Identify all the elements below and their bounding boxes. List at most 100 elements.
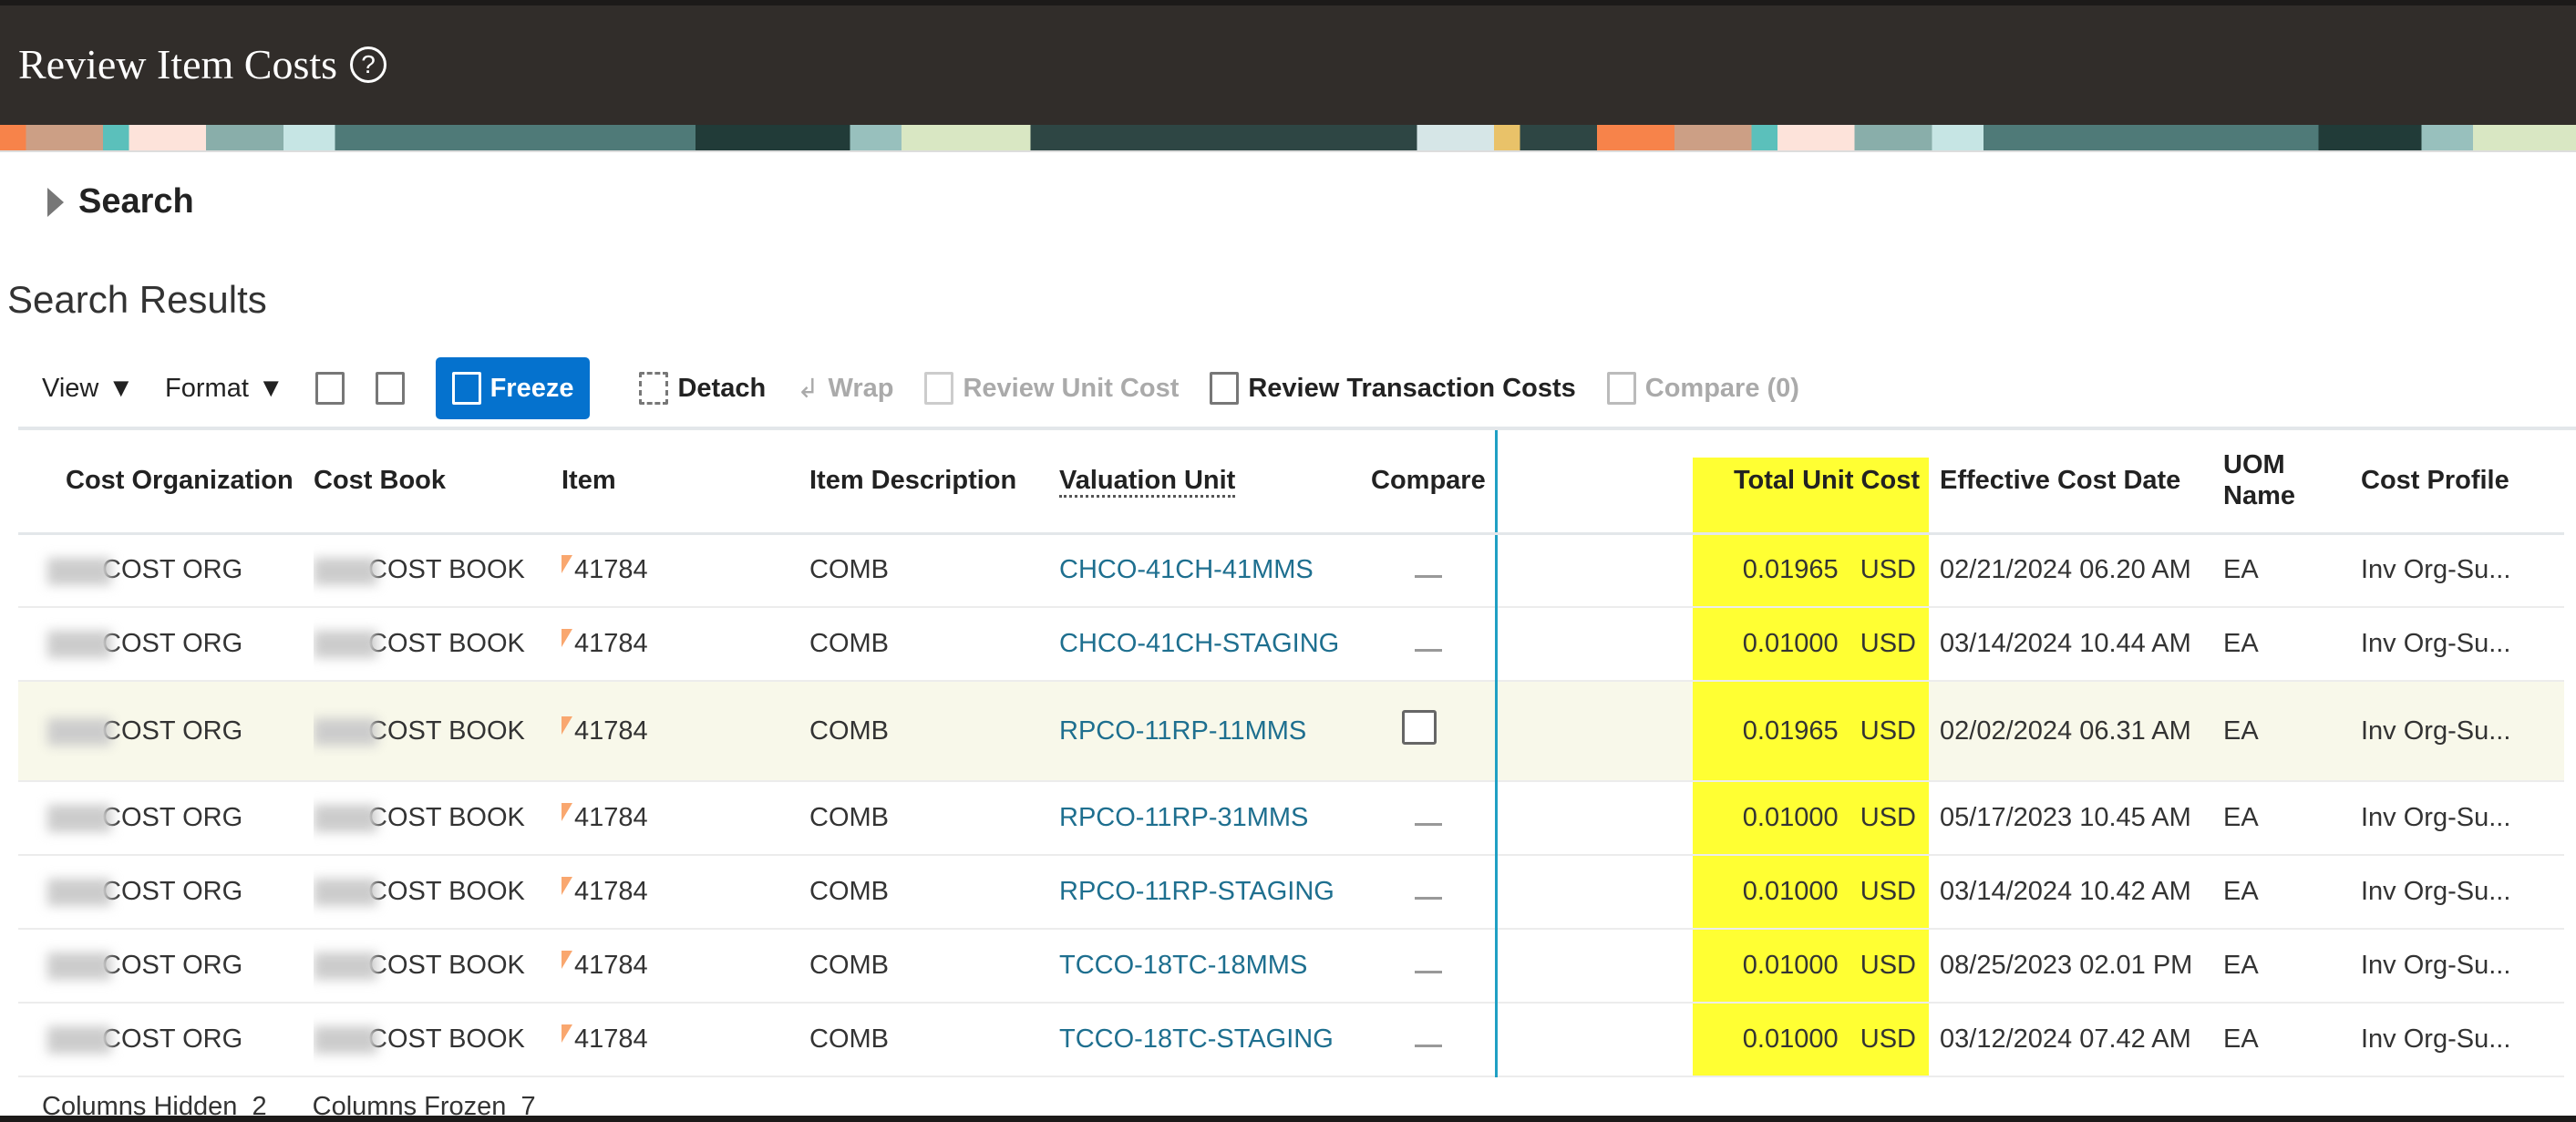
col-valuation-unit[interactable]: Valuation Unit: [1059, 430, 1371, 535]
valuation-unit-link[interactable]: RPCO-11RP-STAGING: [1059, 855, 1371, 930]
redacted-text: [314, 952, 377, 981]
table-row[interactable]: COST ORG COST BOOK 41784 COMB RPCO-11RP-31MM…: [18, 781, 2564, 856]
valuation-unit-link[interactable]: CHCO-41CH-41MMS: [1059, 533, 1371, 608]
review-unit-cost-icon: [924, 372, 954, 405]
table-row[interactable]: COST ORG COST BOOK 41784 COMB RPCO-11RP-STAG…: [18, 855, 2564, 930]
cell-compare: [1371, 929, 1498, 1004]
dropdown-arrow-icon: ▼: [108, 373, 135, 403]
detach-icon: [639, 372, 669, 405]
cell-cost-org: COST ORG: [18, 681, 314, 782]
compare-icon: [1606, 372, 1636, 405]
view-menu[interactable]: View ▼: [42, 373, 135, 403]
compare-unavailable-dash: [1415, 897, 1442, 900]
col-item[interactable]: Item: [562, 430, 809, 535]
bottom-bar: [0, 1116, 2576, 1122]
col-uom-name[interactable]: UOM Name: [2223, 430, 2361, 535]
cell-spacer: [1496, 1003, 1693, 1077]
valuation-unit-link[interactable]: CHCO-41CH-STAGING: [1059, 607, 1371, 682]
flag-indicator-icon: [562, 951, 572, 969]
cell-effective-cost-date: 05/17/2023 10.45 AM: [1929, 781, 2223, 856]
cell-compare: [1371, 1003, 1498, 1077]
cell-effective-cost-date: 08/25/2023 02.01 PM: [1929, 929, 2223, 1004]
cell-item-description: COMB: [809, 781, 1059, 856]
cell-spacer: [1496, 681, 1693, 782]
cell-item: 41784: [562, 681, 809, 782]
help-icon[interactable]: ?: [350, 46, 387, 83]
cell-cost-profile: Inv Org-Su...: [2361, 533, 2564, 608]
cell-compare: [1371, 855, 1498, 930]
col-cost-organization[interactable]: Cost Organization: [18, 430, 314, 535]
col-compare[interactable]: Compare: [1371, 430, 1498, 535]
cell-uom: EA: [2223, 781, 2361, 856]
cell-cost-book: COST BOOK: [314, 929, 562, 1004]
compare-unavailable-dash: [1415, 1045, 1442, 1047]
cell-spacer: [1496, 607, 1693, 682]
query-by-example-button[interactable]: [375, 372, 405, 405]
cell-total-unit-cost: 0.01000 USD: [1693, 1003, 1929, 1077]
redacted-text: [47, 879, 111, 907]
export-table-button[interactable]: [314, 372, 345, 405]
compare-checkbox[interactable]: [1402, 710, 1437, 745]
cell-cost-book: COST BOOK: [314, 781, 562, 856]
detach-button[interactable]: Detach: [639, 372, 766, 405]
format-menu[interactable]: Format ▼: [165, 373, 284, 403]
cell-compare: [1371, 781, 1498, 856]
table-row[interactable]: COST ORG COST BOOK 41784 COMB RPCO-11RP-11MM…: [18, 681, 2564, 782]
cell-effective-cost-date: 02/21/2024 06.20 AM: [1929, 533, 2223, 608]
cell-cost-org: COST ORG: [18, 781, 314, 856]
valuation-unit-link[interactable]: RPCO-11RP-31MMS: [1059, 781, 1371, 856]
col-cost-book[interactable]: Cost Book: [314, 430, 562, 535]
cell-cost-org: COST ORG: [18, 607, 314, 682]
cell-effective-cost-date: 02/02/2024 06.31 AM: [1929, 681, 2223, 782]
cell-item-description: COMB: [809, 607, 1059, 682]
compare-unavailable-dash: [1415, 823, 1442, 826]
table-row[interactable]: COST ORG COST BOOK 41784 COMB TCCO-18TC-18MM…: [18, 929, 2564, 1004]
cell-total-unit-cost: 0.01965 USD: [1693, 681, 1929, 782]
redacted-text: [47, 717, 111, 746]
col-total-unit-cost[interactable]: Total Unit Cost: [1693, 430, 1929, 535]
redacted-text: [314, 805, 377, 833]
cell-effective-cost-date: 03/14/2024 10.44 AM: [1929, 607, 2223, 682]
page-title: Review Item Costs ?: [18, 40, 387, 88]
results-table: Cost Organization Cost Book Item Item De…: [18, 427, 2576, 1077]
cell-cost-book: COST BOOK: [314, 855, 562, 930]
cell-cost-org: COST ORG: [18, 1003, 314, 1077]
flag-indicator-icon: [562, 555, 572, 574]
valuation-unit-link[interactable]: TCCO-18TC-STAGING: [1059, 1003, 1371, 1077]
table-row[interactable]: COST ORG COST BOOK 41784 COMB CHCO-41CH-STAG…: [18, 607, 2564, 682]
table-row[interactable]: COST ORG COST BOOK 41784 COMB TCCO-18TC-STAG…: [18, 1003, 2564, 1077]
cell-item: 41784: [562, 781, 809, 856]
cell-total-unit-cost: 0.01000 USD: [1693, 855, 1929, 930]
cell-cost-profile: Inv Org-Su...: [2361, 855, 2564, 930]
review-unit-cost-button[interactable]: Review Unit Cost: [924, 372, 1179, 405]
cell-item: 41784: [562, 929, 809, 1004]
valuation-unit-link[interactable]: RPCO-11RP-11MMS: [1059, 681, 1371, 782]
cell-item-description: COMB: [809, 533, 1059, 608]
table-row[interactable]: COST ORG COST BOOK 41784 COMB CHCO-41CH-41MM…: [18, 533, 2564, 608]
cell-uom: EA: [2223, 607, 2361, 682]
compare-button[interactable]: Compare (0): [1606, 372, 1799, 405]
cell-uom: EA: [2223, 681, 2361, 782]
cell-spacer: [1496, 929, 1693, 1004]
cell-total-unit-cost: 0.01965 USD: [1693, 533, 1929, 608]
compare-unavailable-dash: [1415, 971, 1442, 973]
flag-indicator-icon: [562, 877, 572, 895]
col-item-description[interactable]: Item Description: [809, 430, 1059, 535]
redacted-text: [47, 631, 111, 659]
dropdown-arrow-icon: ▼: [257, 373, 284, 403]
cell-cost-book: COST BOOK: [314, 681, 562, 782]
cell-uom: EA: [2223, 533, 2361, 608]
col-effective-cost-date[interactable]: Effective Cost Date: [1929, 430, 2223, 535]
freeze-button[interactable]: Freeze: [435, 357, 591, 419]
cell-spacer: [1496, 533, 1693, 608]
redacted-text: [314, 1026, 377, 1055]
cell-item: 41784: [562, 607, 809, 682]
review-transaction-icon: [1210, 372, 1240, 405]
col-cost-profile[interactable]: Cost Profile: [2361, 430, 2564, 535]
cell-total-unit-cost: 0.01000 USD: [1693, 781, 1929, 856]
cell-item-description: COMB: [809, 681, 1059, 782]
review-transaction-costs-button[interactable]: Review Transaction Costs: [1210, 372, 1576, 405]
valuation-unit-link[interactable]: TCCO-18TC-18MMS: [1059, 929, 1371, 1004]
wrap-button[interactable]: ↲ Wrap: [797, 373, 894, 404]
search-disclosure[interactable]: Search: [47, 182, 194, 221]
